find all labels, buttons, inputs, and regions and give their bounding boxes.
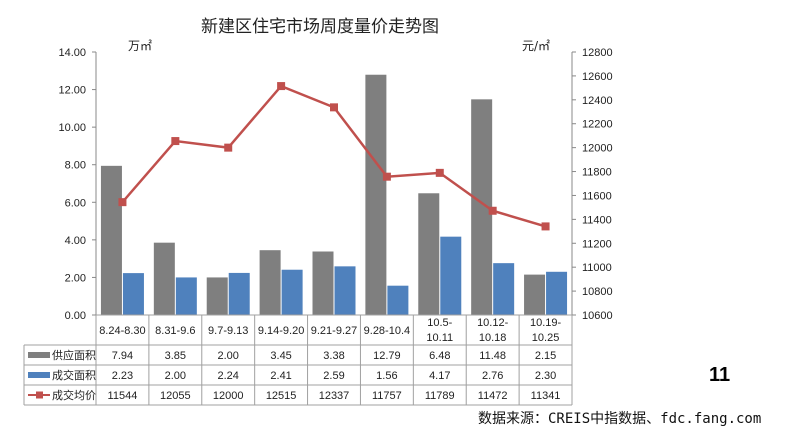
deal-area-bar bbox=[122, 273, 144, 315]
legend-label: 成交面积 bbox=[52, 368, 96, 382]
table-cell-value: 2.00 bbox=[218, 350, 239, 362]
right-axis-tick-label: 11400 bbox=[582, 214, 612, 226]
right-axis-tick-label: 12400 bbox=[582, 95, 613, 107]
right-axis-tick-label: 12200 bbox=[582, 119, 613, 131]
category-label: 9.28-10.4 bbox=[364, 325, 410, 337]
table-cell-value: 11341 bbox=[531, 390, 561, 402]
deal-area-bar bbox=[493, 263, 515, 315]
avg-price-marker bbox=[488, 206, 497, 215]
legend-key-supply bbox=[28, 352, 50, 358]
right-axis-tick-label: 12800 bbox=[582, 47, 613, 59]
table-cell-value: 11.48 bbox=[479, 350, 506, 362]
right-axis-tick-label: 10800 bbox=[582, 286, 613, 298]
supply-area-bar bbox=[100, 165, 122, 315]
deal-area-bar bbox=[440, 236, 462, 315]
supply-area-bar bbox=[259, 250, 281, 315]
table-cell-value: 12337 bbox=[319, 390, 350, 402]
left-axis-tick-label: 2.00 bbox=[65, 272, 86, 284]
left-axis-unit: 万㎡ bbox=[128, 39, 153, 53]
table-cell-value: 2.15 bbox=[535, 350, 556, 362]
avg-price-marker bbox=[224, 143, 233, 152]
page-number: 11 bbox=[709, 364, 731, 386]
legend-key-price-marker bbox=[36, 391, 43, 399]
right-axis-tick-label: 12600 bbox=[582, 71, 613, 83]
avg-price-marker bbox=[382, 172, 391, 181]
table-cell-value: 11544 bbox=[108, 390, 138, 402]
table-cell-value: 12055 bbox=[160, 390, 191, 402]
category-label: 8.24-8.30 bbox=[99, 325, 145, 337]
supply-area-bar bbox=[524, 274, 546, 315]
left-axis-tick-label: 14.00 bbox=[58, 47, 86, 59]
right-axis-tick-label: 11000 bbox=[582, 262, 612, 274]
category-label: 9.21-9.27 bbox=[311, 325, 357, 337]
legend-label: 成交均价 bbox=[52, 388, 96, 402]
category-label: 10.11 bbox=[426, 332, 453, 344]
legend-key-deal bbox=[28, 372, 50, 378]
table-cell-value: 3.38 bbox=[323, 350, 344, 362]
supply-area-bar bbox=[206, 277, 228, 315]
table-cell-value: 2.00 bbox=[165, 370, 186, 382]
avg-price-marker bbox=[171, 137, 180, 146]
category-label: 10.19- bbox=[530, 317, 562, 329]
category-label: 9.7-9.13 bbox=[208, 325, 248, 337]
table-cell-value: 4.17 bbox=[429, 370, 450, 382]
deal-area-bar bbox=[387, 285, 409, 315]
avg-price-marker bbox=[277, 82, 286, 91]
category-label: 10.25 bbox=[532, 332, 560, 344]
table-cell-value: 2.30 bbox=[535, 370, 556, 382]
right-axis-unit: 元/㎡ bbox=[522, 39, 551, 53]
table-cell-value: 2.23 bbox=[112, 370, 133, 382]
table-cell-value: 3.45 bbox=[270, 350, 291, 362]
table-cell-value: 11472 bbox=[478, 390, 508, 402]
left-axis-tick-label: 8.00 bbox=[65, 160, 86, 172]
category-label: 8.31-9.6 bbox=[155, 325, 195, 337]
category-label: 10.18 bbox=[479, 332, 507, 344]
category-label: 9.14-9.20 bbox=[258, 325, 304, 337]
table-cell-value: 12000 bbox=[213, 390, 244, 402]
category-label: 10.5- bbox=[427, 317, 452, 329]
right-axis-tick-label: 10600 bbox=[582, 310, 613, 322]
supply-area-bar bbox=[153, 242, 175, 315]
supply-area-bar bbox=[365, 74, 387, 315]
table-cell-value: 12515 bbox=[266, 390, 297, 402]
avg-price-marker bbox=[541, 222, 550, 231]
table-cell-value: 2.59 bbox=[323, 370, 344, 382]
table-cell-value: 6.48 bbox=[429, 350, 450, 362]
table-cell-value: 2.76 bbox=[482, 370, 503, 382]
right-axis-tick-label: 11800 bbox=[582, 167, 612, 179]
deal-area-bar bbox=[228, 272, 250, 315]
right-axis-tick-label: 12000 bbox=[582, 143, 613, 155]
supply-area-bar bbox=[418, 193, 440, 315]
left-axis-tick-label: 10.00 bbox=[58, 122, 86, 134]
supply-area-bar bbox=[312, 251, 334, 315]
deal-area-bar bbox=[546, 271, 568, 315]
table-cell-value: 2.24 bbox=[218, 370, 239, 382]
table-cell-value: 11757 bbox=[372, 390, 402, 402]
deal-area-bar bbox=[281, 269, 303, 315]
left-axis-tick-label: 0.00 bbox=[65, 310, 86, 322]
table-cell-value: 3.85 bbox=[165, 350, 186, 362]
right-axis-tick-label: 11200 bbox=[582, 238, 612, 250]
table-cell-value: 11789 bbox=[425, 390, 455, 402]
right-axis-tick-label: 11600 bbox=[582, 190, 612, 202]
left-axis-tick-label: 6.00 bbox=[65, 197, 86, 209]
table-cell-value: 7.94 bbox=[112, 350, 133, 362]
legend-label: 供应面积 bbox=[52, 348, 96, 362]
category-label: 10.12- bbox=[477, 317, 509, 329]
avg-price-marker bbox=[435, 168, 444, 177]
supply-area-bar bbox=[471, 99, 493, 315]
chart-title: 新建区住宅市场周度量价走势图 bbox=[201, 17, 439, 37]
deal-area-bar bbox=[334, 266, 356, 315]
deal-area-bar bbox=[175, 277, 197, 315]
table-cell-value: 1.56 bbox=[376, 370, 397, 382]
data-source-note: 数据来源：CREIS中指数据、fdc.fang.com bbox=[478, 411, 762, 427]
left-axis-tick-label: 4.00 bbox=[65, 235, 86, 247]
table-cell-value: 2.41 bbox=[270, 370, 291, 382]
avg-price-marker bbox=[118, 198, 127, 207]
avg-price-marker bbox=[330, 103, 338, 112]
left-axis-tick-label: 12.00 bbox=[58, 85, 86, 97]
table-cell-value: 12.79 bbox=[373, 350, 401, 362]
